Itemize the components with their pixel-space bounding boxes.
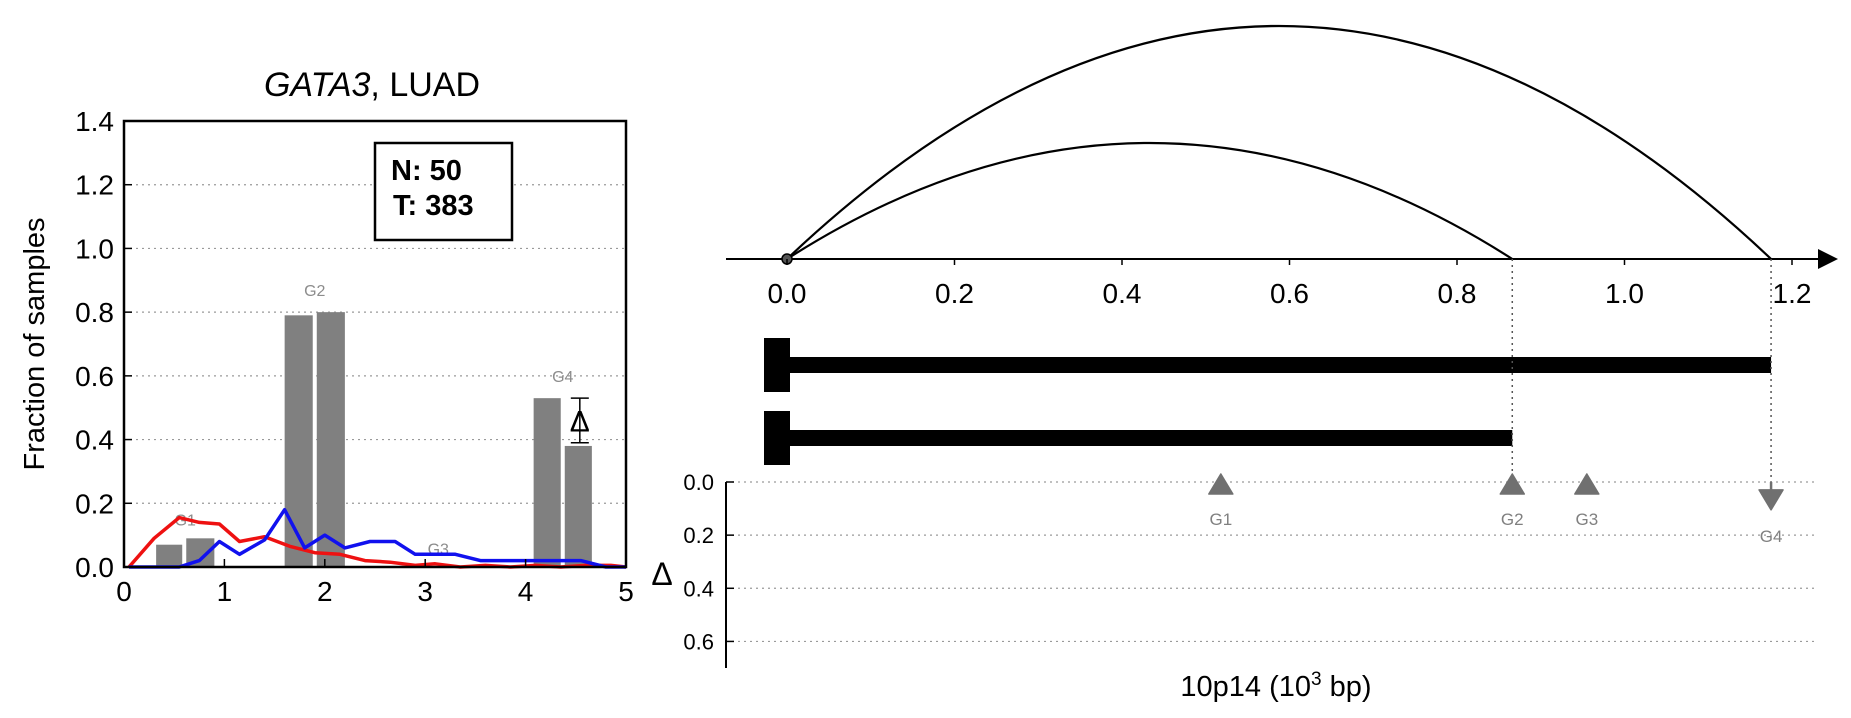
left-x-tick-label: 5 [618,576,634,607]
left-error-bar: Δ [570,397,590,444]
transcript-tracks [764,338,1772,465]
chart-title-rest: , LUAD [370,66,480,104]
series-line [129,507,626,569]
left-y-tick-label: 0.8 [75,297,114,328]
bar-group-label: G2 [304,283,325,300]
position-guide-lines [1511,259,1772,482]
x-label-tail: bp) [1322,671,1372,703]
junction-arcs [786,24,1772,260]
genomic-axis-tick-labels: 0.0 0.2 0.4 0.6 0.8 1.0 1.2 [768,259,1812,309]
genomic-x-axis-label: 10p14 (103 bp) [1180,669,1371,703]
genomic-tick-label: 1.0 [1605,278,1644,309]
transcript-start-block [764,338,790,392]
left-x-tick-label: 1 [217,576,233,607]
genomic-tick-label: 0.6 [1270,278,1309,309]
bar [284,315,313,567]
genomic-tick-label: 0.8 [1438,278,1477,309]
left-x-tick-label: 2 [317,576,333,607]
delta-tick-label: 0.2 [683,523,714,548]
delta-marker-down [1758,489,1784,511]
bar [564,445,592,567]
sample-count-box [373,141,514,242]
chart-title-gene: GATA3 [264,66,371,104]
delta-marker-up [1499,473,1526,495]
bar [316,312,345,567]
left-y-tick-label: 0.4 [75,425,114,456]
genomic-tick-label: 1.2 [1773,278,1812,309]
delta-marker-label: G1 [1209,510,1232,529]
transcript-start-block [764,411,790,465]
junction-arc [786,142,1513,260]
delta-marker-up [1574,473,1600,495]
transcript-bar [787,430,1513,446]
delta-markers: G1 G2 G3 G4 [1208,473,1784,546]
left-plot-frame [122,119,628,569]
left-y-tick-label: 1.0 [75,233,114,264]
genomic-tick-label: 0.0 [768,278,807,309]
tumor-count-label: T: 383 [393,190,474,222]
normal-count-label: N: 50 [391,155,462,187]
delta-gridlines [726,481,1818,643]
transcript-bar [787,357,1772,373]
left-y-axis-label: Fraction of samples [19,217,51,470]
left-x-tick-label: 3 [417,576,433,607]
left-y-tick-label: 0.2 [75,488,114,519]
x-label-superscript: 3 [1311,669,1322,690]
left-y-tick-label: 0.6 [75,361,114,392]
left-y-tick-label: 0.0 [75,552,114,583]
delta-axis-tick-labels: 0.0 0.2 0.4 0.6 [683,470,734,654]
bar-group-label: G4 [552,369,573,386]
chart-title: GATA3, LUAD [264,66,480,104]
delta-tick-label: 0.6 [683,629,714,654]
left-y-tick-label: 1.4 [75,106,114,137]
left-x-tick-label: 0 [116,576,132,607]
bar [533,398,561,567]
left-tick-labels: 0.0 0.2 0.4 0.6 0.8 1.0 1.2 1.4 0 1 2 3 4 5 [75,106,634,607]
left-y-tick-label: 1.2 [75,170,114,201]
delta-marker-label: G2 [1501,510,1524,529]
junction-arc [786,24,1772,260]
x-label-main: 10p14 (10 [1180,671,1311,703]
left-x-tick-label: 4 [518,576,534,607]
delta-marker-up [1208,473,1234,495]
delta-tick-label: 0.4 [683,576,714,601]
genomic-axis-arrowhead [1818,249,1838,269]
genomic-tick-label: 0.2 [935,278,974,309]
delta-tick-label: 0.0 [683,470,714,495]
delta-marker-label: G3 [1575,510,1598,529]
delta-marker-label: G4 [1760,527,1783,546]
delta-symbol: Δ [570,405,590,438]
genomic-tick-label: 0.4 [1103,278,1142,309]
right-chart-panel: 0.0 0.2 0.4 0.6 0.8 1.0 1.2 0.00.20.40.6 Δ G1 G… [651,24,1838,703]
left-bars [156,312,592,567]
delta-axis-label: Δ [651,556,672,592]
bar [156,544,183,567]
